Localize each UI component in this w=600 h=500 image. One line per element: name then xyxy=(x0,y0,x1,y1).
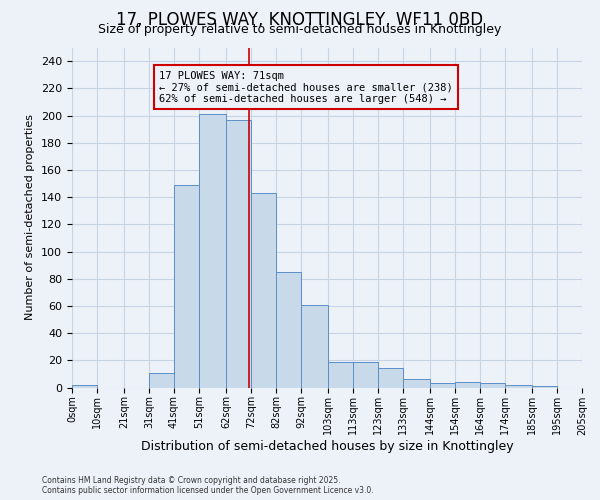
Bar xyxy=(251,193,276,388)
Bar xyxy=(328,362,353,388)
Bar xyxy=(353,362,378,388)
Bar xyxy=(174,185,199,388)
Bar xyxy=(226,120,251,388)
Y-axis label: Number of semi-detached properties: Number of semi-detached properties xyxy=(25,114,35,320)
Bar xyxy=(480,384,505,388)
Bar xyxy=(430,384,455,388)
Text: Contains HM Land Registry data © Crown copyright and database right 2025.
Contai: Contains HM Land Registry data © Crown c… xyxy=(42,476,374,495)
Text: 17 PLOWES WAY: 71sqm
← 27% of semi-detached houses are smaller (238)
62% of semi: 17 PLOWES WAY: 71sqm ← 27% of semi-detac… xyxy=(159,70,453,104)
Text: 17, PLOWES WAY, KNOTTINGLEY, WF11 0BD: 17, PLOWES WAY, KNOTTINGLEY, WF11 0BD xyxy=(116,11,484,29)
Bar xyxy=(301,304,328,388)
Bar xyxy=(72,385,97,388)
Bar xyxy=(505,385,532,388)
Bar xyxy=(199,114,226,388)
Bar xyxy=(455,382,480,388)
Bar xyxy=(532,386,557,388)
Text: Size of property relative to semi-detached houses in Knottingley: Size of property relative to semi-detach… xyxy=(98,22,502,36)
Bar xyxy=(276,272,301,388)
X-axis label: Distribution of semi-detached houses by size in Knottingley: Distribution of semi-detached houses by … xyxy=(140,440,514,453)
Bar xyxy=(403,380,430,388)
Bar xyxy=(378,368,403,388)
Bar xyxy=(149,372,174,388)
